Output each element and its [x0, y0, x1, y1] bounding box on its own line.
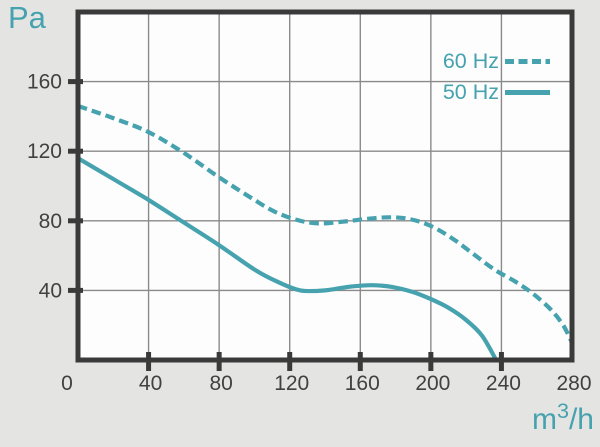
x-tick-label: 120 [274, 372, 309, 395]
x-tick-label: 40 [139, 372, 162, 395]
x-unit-superscript: 3 [556, 397, 569, 423]
y-tick-label: 160 [27, 71, 62, 94]
legend-item-50hz: 50 Hz [427, 77, 550, 108]
x-unit-rest: /h [568, 403, 594, 436]
legend-label-50hz: 50 Hz [442, 79, 499, 104]
x-tick-label: 240 [486, 372, 521, 395]
y-tick-label: 120 [27, 140, 62, 163]
x-unit-base: m [531, 403, 557, 436]
dashed-line-sample [505, 59, 550, 64]
solid-line-sample [505, 90, 550, 95]
axis-ticks [68, 79, 504, 371]
y-axis-unit-label: Pa [8, 0, 46, 35]
x-axis-unit-label: m3/h [531, 398, 594, 438]
legend-item-60hz: 60 Hz [427, 46, 550, 77]
curves [80, 104, 570, 362]
y-tick-label: 40 [39, 279, 62, 302]
x-tick-label: 0 [61, 372, 73, 395]
x-tick-label: 280 [556, 372, 591, 395]
x-tick-label: 80 [209, 372, 232, 395]
y-tick-label: 80 [39, 210, 62, 233]
plot-background [78, 12, 572, 360]
x-tick-label: 160 [345, 372, 380, 395]
y-axis-tick-labels: 40 80 120 160 [27, 71, 62, 303]
curve-50hz [80, 157, 498, 362]
x-axis-tick-labels: 0 40 80 120 160 200 240 280 [61, 372, 591, 395]
gridlines [80, 14, 570, 358]
legend-label-60hz: 60 Hz [442, 48, 499, 73]
plot-frame [75, 9, 575, 363]
legend: 60 Hz 50 Hz [427, 46, 550, 108]
x-tick-label: 200 [415, 372, 450, 395]
curve-60hz [80, 104, 570, 343]
